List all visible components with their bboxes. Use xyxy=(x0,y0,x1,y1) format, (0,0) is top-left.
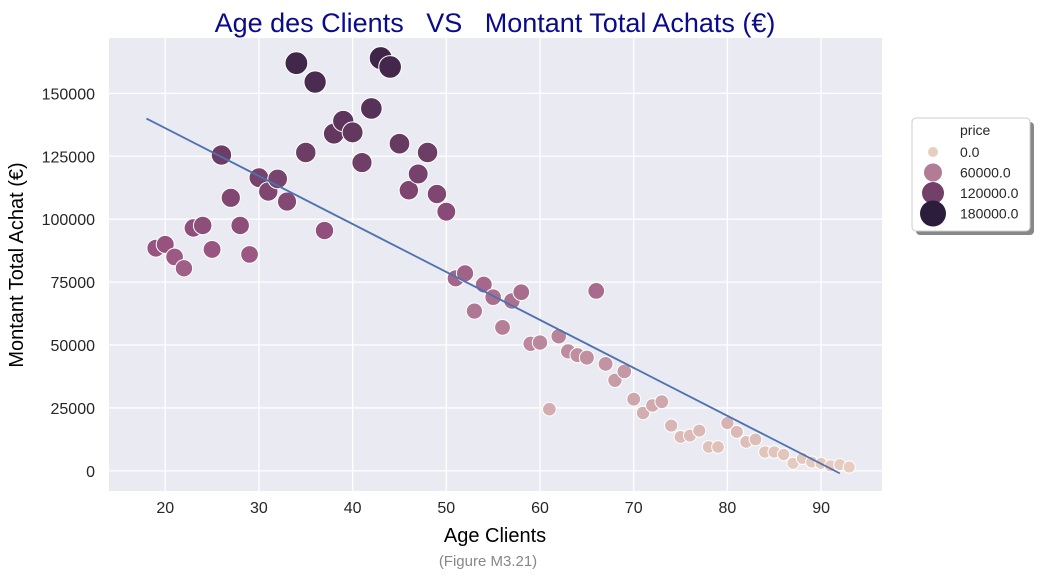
y-tick-label: 50000 xyxy=(51,338,96,355)
data-point xyxy=(174,259,194,278)
data-point xyxy=(692,423,707,438)
x-tick-label: 60 xyxy=(531,500,549,517)
data-point xyxy=(202,239,222,259)
x-tick-label: 90 xyxy=(812,500,830,517)
data-point xyxy=(664,418,679,433)
y-tick-label: 150000 xyxy=(42,86,95,103)
data-point xyxy=(303,70,327,94)
regression-line-group xyxy=(146,117,841,475)
data-point xyxy=(295,141,317,164)
data-point xyxy=(531,334,549,351)
data-point xyxy=(578,349,595,366)
x-tick-label: 20 xyxy=(156,500,174,517)
figure-caption: (Figure M3.21) xyxy=(439,553,537,570)
data-point xyxy=(512,283,531,302)
data-point xyxy=(426,183,448,205)
y-tick-label: 100000 xyxy=(42,212,95,229)
legend-label: 180000.0 xyxy=(960,206,1019,222)
data-point xyxy=(407,163,429,185)
data-point xyxy=(711,440,725,454)
x-tick-label: 40 xyxy=(344,500,362,517)
data-point xyxy=(597,355,614,372)
legend-label: 60000.0 xyxy=(960,165,1011,181)
data-point xyxy=(748,432,763,447)
x-tick-labels: 20 30 40 50 60 70 80 90 xyxy=(156,500,830,517)
data-point xyxy=(314,220,335,241)
x-tick-label: 80 xyxy=(719,500,737,517)
data-point xyxy=(542,401,557,417)
data-point xyxy=(550,327,568,345)
data-point xyxy=(729,424,744,439)
data-point xyxy=(626,391,642,407)
regression-line xyxy=(146,117,841,475)
y-tick-label: 25000 xyxy=(51,401,96,418)
data-point xyxy=(210,144,233,166)
data-point xyxy=(220,187,241,208)
legend-box xyxy=(911,117,1031,232)
plot-area xyxy=(109,38,882,491)
legend-label: 0.0 xyxy=(960,144,980,160)
legend-marker xyxy=(928,147,938,157)
x-tick-label: 50 xyxy=(437,500,455,517)
y-tick-label: 125000 xyxy=(42,149,95,166)
chart-title: Age des Clients VS Montant Total Achats … xyxy=(215,8,776,38)
data-point xyxy=(240,245,259,264)
data-point xyxy=(388,132,411,155)
legend-title: price xyxy=(960,122,991,138)
data-point xyxy=(494,319,511,336)
data-point xyxy=(351,151,373,174)
x-tick-label: 70 xyxy=(625,500,643,517)
data-point xyxy=(276,191,298,212)
legend-label: 120000.0 xyxy=(960,185,1019,201)
data-point xyxy=(284,51,309,76)
x-axis-label: Age Clients xyxy=(444,525,546,547)
data-point xyxy=(654,394,670,410)
data-point xyxy=(776,447,791,462)
data-point xyxy=(587,282,606,300)
legend: price 0.0 60000.0 120000.0 180000.0 xyxy=(911,117,1034,235)
data-point xyxy=(378,55,402,79)
data-point xyxy=(360,97,383,120)
data-point xyxy=(398,180,420,201)
legend-marker xyxy=(922,182,944,204)
data-point xyxy=(484,288,502,307)
data-point xyxy=(192,215,213,236)
x-tick-label: 30 xyxy=(250,500,268,517)
data-point xyxy=(416,141,439,164)
data-point xyxy=(155,234,175,254)
data-point xyxy=(842,460,856,474)
legend-marker xyxy=(920,200,946,227)
data-point xyxy=(436,201,457,222)
y-tick-label: 0 xyxy=(86,464,95,481)
data-point xyxy=(465,302,484,320)
data-points xyxy=(146,46,856,474)
legend-marker xyxy=(924,163,942,182)
y-axis-label: Montant Total Achat (€) xyxy=(6,162,28,367)
y-tick-labels: 0 25000 50000 75000 100000 125000 150000 xyxy=(42,86,95,481)
grid-lines xyxy=(109,38,882,491)
data-point xyxy=(616,363,633,380)
data-point xyxy=(341,121,364,144)
y-tick-label: 75000 xyxy=(51,275,96,292)
data-point xyxy=(230,215,250,236)
legend-entries: 0.0 60000.0 120000.0 180000.0 xyxy=(920,144,1019,227)
